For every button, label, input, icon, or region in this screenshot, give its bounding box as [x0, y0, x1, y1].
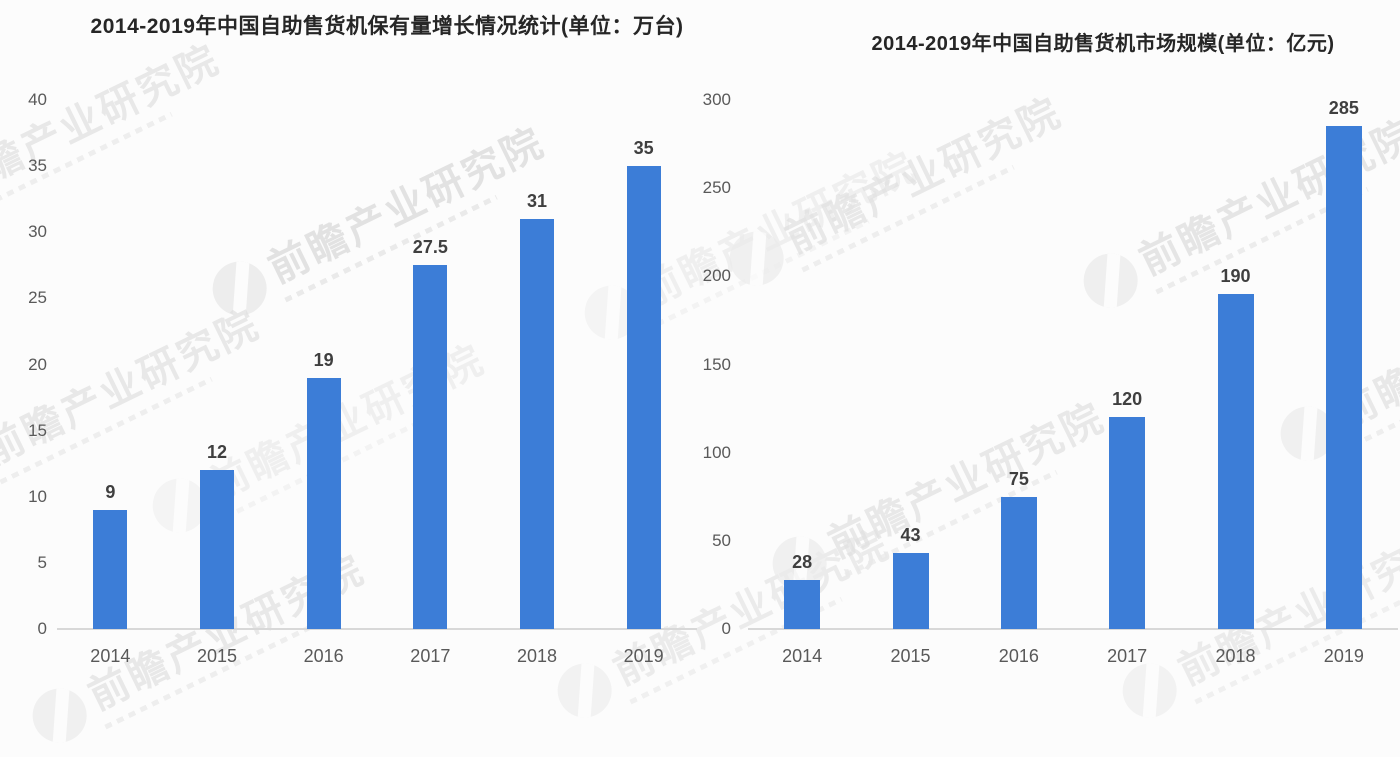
bar-value-label: 27.5	[412, 237, 448, 258]
y-axis-tick-label: 250	[702, 178, 731, 198]
bar	[892, 553, 929, 629]
bar-value-label: 19	[313, 349, 334, 370]
bar-value-label: 28	[792, 551, 813, 572]
bar	[1217, 293, 1254, 629]
bar-value-label: 120	[1112, 389, 1143, 410]
bar	[1325, 126, 1362, 629]
y-axis-tick-label: 0	[37, 619, 47, 638]
bar-value-label: 190	[1220, 265, 1251, 286]
x-axis-tick-label: 2015	[196, 646, 238, 666]
bar	[520, 219, 554, 629]
y-axis-tick-label: 10	[28, 486, 47, 506]
x-axis-tick-label: 2016	[303, 646, 344, 666]
x-axis-tick-label: 2018	[1215, 646, 1256, 666]
y-axis-tick-label: 50	[712, 530, 731, 550]
y-axis-tick-label: 20	[28, 354, 47, 374]
y-axis-tick-label: 30	[28, 222, 47, 242]
bar	[1109, 417, 1146, 629]
y-axis-tick-label: 300	[702, 90, 731, 109]
bar	[1000, 496, 1037, 629]
bar-value-label: 31	[526, 191, 548, 212]
bar-value-label: 75	[1008, 468, 1029, 489]
x-axis-line	[748, 628, 1398, 630]
left-chart-title: 2014-2019年中国自助售货机保有量增长情况统计(单位：万台)	[90, 15, 684, 38]
bar	[93, 509, 128, 629]
bar	[413, 265, 448, 629]
bar	[626, 166, 661, 629]
y-axis-tick-label: 100	[702, 442, 731, 462]
bar-value-label: 12	[206, 442, 228, 463]
bar	[784, 579, 821, 629]
x-axis-tick-label: 2014	[90, 646, 131, 666]
y-axis-tick-label: 25	[28, 288, 47, 308]
bar-value-label: 285	[1328, 98, 1359, 119]
y-axis-tick-label: 35	[28, 156, 47, 176]
y-axis-tick-label: 15	[28, 420, 47, 440]
y-axis-tick-label: 0	[721, 619, 731, 638]
bar	[200, 470, 234, 629]
x-axis-tick-label: 2016	[998, 646, 1039, 666]
right-chart-plot-area: 0 50 100 150 200 250 300 28 2014 43 2015 75 2016 120 2…	[702, 90, 1398, 666]
bar-value-label: 43	[900, 525, 921, 546]
y-axis-tick-label: 40	[28, 90, 47, 109]
y-axis-tick-label: 150	[702, 354, 731, 374]
x-axis-tick-label: 2018	[516, 646, 558, 666]
y-axis-tick-label: 5	[37, 552, 47, 572]
bar	[306, 377, 341, 629]
x-axis-line	[57, 628, 697, 630]
y-axis-tick-label: 200	[702, 266, 731, 286]
bar-value-label: 35	[633, 138, 654, 159]
x-axis-tick-label: 2019	[1323, 646, 1364, 666]
x-axis-tick-label: 2014	[782, 646, 823, 666]
x-axis-tick-label: 2019	[623, 646, 664, 666]
x-axis-tick-label: 2015	[890, 646, 931, 666]
x-axis-tick-label: 2017	[410, 646, 451, 666]
x-axis-tick-label: 2017	[1107, 646, 1148, 666]
bar-value-label: 9	[105, 481, 116, 502]
left-chart-plot-area: 0 5 10 15 20 25 30 35 40 9 2014 12 2015 19 2016 27.5 201…	[28, 90, 697, 666]
right-chart-title: 2014-2019年中国自助售货机市场规模(单位：亿元)	[871, 33, 1335, 55]
infographic-canvas: 前瞻产业研究院 前瞻产业研究院 前瞻产业研究院 前瞻产业研究院 前瞻产业研究院 前瞻产业研…	[0, 0, 1400, 700]
